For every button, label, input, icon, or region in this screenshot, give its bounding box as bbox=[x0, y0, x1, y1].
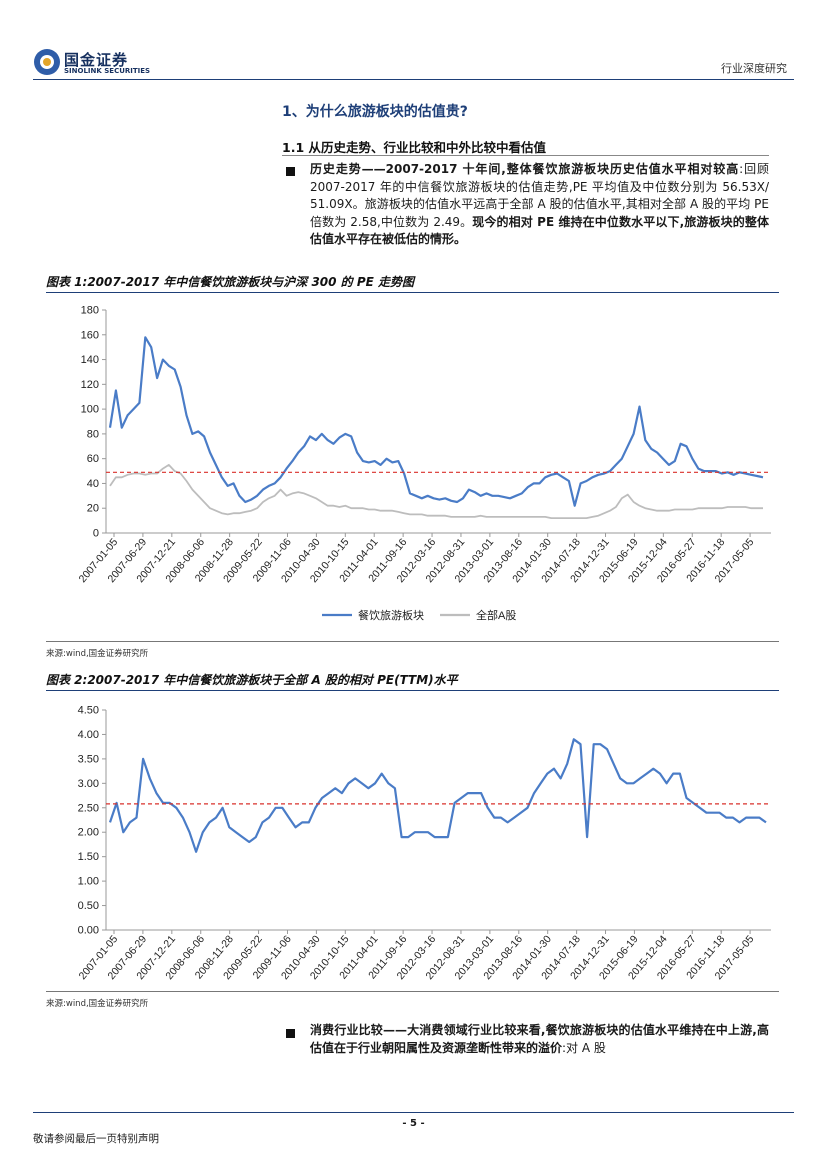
figure2-title: 图表 2:2007-2017 年中信餐饮旅游板块于全部 A 股的相对 PE(TT… bbox=[46, 673, 458, 687]
subsection-title: 1.1 从历史走势、行业比较和中外比较中看估值 bbox=[282, 140, 546, 155]
paragraph-history-tail: 现今的相对 PE 维持在中位数水平以下,旅游板块的整体估值水平存在被低估的情形。 bbox=[310, 214, 769, 247]
figure1-top-rule bbox=[46, 292, 779, 293]
y-tick-label: 60 bbox=[87, 453, 99, 465]
company-logo-icon bbox=[34, 49, 60, 75]
y-tick-label: 0.00 bbox=[78, 925, 99, 937]
y-tick-label: 120 bbox=[81, 379, 99, 391]
paragraph-history-body: :回顾 2007-2017 年的中信餐饮旅游板块的估值走势,PE 平均值及中位数… bbox=[310, 162, 769, 229]
y-tick-label: 4.00 bbox=[78, 729, 99, 741]
figure1-bottom-rule bbox=[46, 641, 779, 642]
brand-name-en: SINOLINK SECURITIES bbox=[64, 67, 151, 75]
y-tick-label: 2.00 bbox=[78, 827, 99, 839]
y-tick-label: 3.50 bbox=[78, 753, 99, 765]
y-tick-label: 0 bbox=[93, 528, 99, 540]
series-line bbox=[108, 738, 767, 853]
figure2-top-rule bbox=[46, 690, 779, 691]
legend-label: 全部A股 bbox=[476, 608, 516, 622]
y-tick-label: 40 bbox=[87, 478, 99, 490]
section-title: 1、为什么旅游板块的估值贵? bbox=[282, 104, 468, 120]
figure1-title: 图表 1:2007-2017 年中信餐饮旅游板块与沪深 300 的 PE 走势图 bbox=[46, 275, 415, 289]
y-tick-label: 3.00 bbox=[78, 778, 99, 790]
disclaimer-note: 敬请参阅最后一页特别声明 bbox=[33, 1133, 159, 1145]
brand-name-cn: 国金证券 bbox=[64, 51, 129, 69]
chart-relative-pe: 0.00 0.50 1.00 1.50 2.00 2.50 3.00 3.50 4.00 4.50… bbox=[77, 705, 771, 982]
y-tick-label: 180 bbox=[81, 305, 99, 317]
y-tick-label: 4.50 bbox=[78, 705, 99, 717]
figure1-source: 来源:wind,国金证券研究所 bbox=[46, 649, 149, 659]
footer-rule bbox=[33, 1112, 794, 1113]
paragraph-industry-body: :对 A 股 bbox=[562, 1040, 606, 1055]
paragraph-history-lead: 历史走势——2007-2017 十年间,整体餐饮旅游板块历史估值水平相对较高 bbox=[310, 162, 740, 176]
y-tick-label: 1.00 bbox=[78, 876, 99, 888]
y-tick-label: 0.50 bbox=[78, 900, 99, 912]
figure2-bottom-rule bbox=[46, 991, 779, 992]
subsection-rule bbox=[282, 155, 769, 156]
report-type-label: 行业深度研究 bbox=[721, 62, 787, 75]
bullet-icon bbox=[286, 1029, 295, 1038]
y-tick-label: 100 bbox=[81, 404, 99, 416]
y-tick-label: 160 bbox=[81, 329, 99, 341]
y-tick-label: 20 bbox=[87, 503, 99, 515]
series-line bbox=[108, 336, 764, 507]
paragraph-industry-lead: 消费行业比较——大消费领域行业比较来看,餐饮旅游板块的估值水平维持在中上游,高估… bbox=[310, 1023, 769, 1055]
y-tick-label: 1.50 bbox=[78, 851, 99, 863]
header-rule bbox=[33, 79, 794, 80]
y-tick-label: 80 bbox=[87, 428, 99, 440]
figure2-source: 来源:wind,国金证券研究所 bbox=[46, 999, 149, 1009]
chart-pe-trend: 0204060801001201401601802007-01-052007-0… bbox=[77, 305, 771, 622]
page-number: - 5 - bbox=[402, 1118, 425, 1129]
series-line bbox=[109, 463, 763, 520]
y-tick-label: 140 bbox=[81, 354, 99, 366]
legend-label: 餐饮旅游板块 bbox=[358, 608, 424, 622]
paragraph-history: 历史走势——2007-2017 十年间,整体餐饮旅游板块历史估值水平相对较高:回… bbox=[310, 161, 769, 249]
paragraph-industry: 消费行业比较——大消费领域行业比较来看,餐饮旅游板块的估值水平维持在中上游,高估… bbox=[310, 1022, 769, 1057]
bullet-icon bbox=[286, 167, 295, 176]
y-tick-label: 2.50 bbox=[78, 802, 99, 814]
